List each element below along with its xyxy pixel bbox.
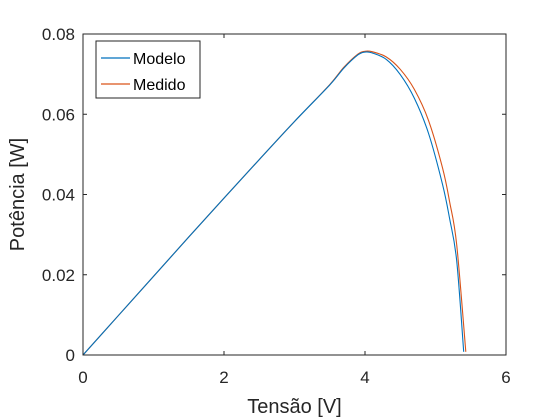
legend: Modelo Medido: [96, 41, 200, 98]
x-tick-label: 0: [78, 368, 87, 387]
legend-label-medido: Medido: [133, 77, 186, 94]
x-tick-label: 6: [501, 368, 510, 387]
x-tick-label: 4: [360, 368, 369, 387]
y-tick-label: 0.04: [42, 186, 75, 205]
y-tick-label: 0: [66, 346, 75, 365]
y-axis-label: Potência [W]: [7, 138, 29, 251]
x-tick-label: 2: [219, 368, 228, 387]
y-tick-label: 0.06: [42, 105, 75, 124]
y-tick-label: 0.02: [42, 266, 75, 285]
x-axis-label: Tensão [V]: [247, 396, 342, 418]
y-tick-label: 0.08: [42, 25, 75, 44]
legend-label-modelo: Modelo: [133, 51, 186, 68]
